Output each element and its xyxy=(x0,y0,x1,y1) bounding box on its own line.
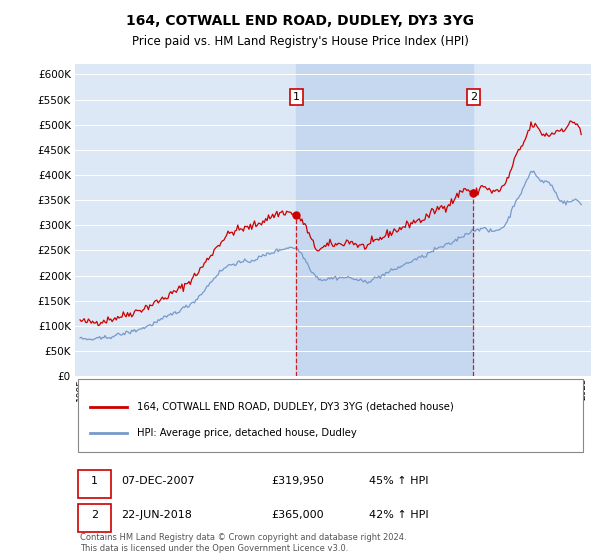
Text: £319,950: £319,950 xyxy=(271,477,324,486)
Text: 1: 1 xyxy=(91,477,98,486)
Text: 42% ↑ HPI: 42% ↑ HPI xyxy=(369,510,429,520)
FancyBboxPatch shape xyxy=(77,503,111,532)
Text: 164, COTWALL END ROAD, DUDLEY, DY3 3YG: 164, COTWALL END ROAD, DUDLEY, DY3 3YG xyxy=(126,14,474,28)
Text: 164, COTWALL END ROAD, DUDLEY, DY3 3YG (detached house): 164, COTWALL END ROAD, DUDLEY, DY3 3YG (… xyxy=(137,402,454,412)
Text: 2: 2 xyxy=(91,510,98,520)
FancyBboxPatch shape xyxy=(77,470,111,498)
Text: 07-DEC-2007: 07-DEC-2007 xyxy=(121,477,195,486)
Text: 2: 2 xyxy=(470,92,477,102)
FancyBboxPatch shape xyxy=(77,379,583,452)
Text: HPI: Average price, detached house, Dudley: HPI: Average price, detached house, Dudl… xyxy=(137,428,356,438)
Text: 45% ↑ HPI: 45% ↑ HPI xyxy=(369,477,428,486)
Text: £365,000: £365,000 xyxy=(271,510,324,520)
Text: Contains HM Land Registry data © Crown copyright and database right 2024.
This d: Contains HM Land Registry data © Crown c… xyxy=(80,533,407,553)
Text: Price paid vs. HM Land Registry's House Price Index (HPI): Price paid vs. HM Land Registry's House … xyxy=(131,35,469,48)
Text: 22-JUN-2018: 22-JUN-2018 xyxy=(121,510,193,520)
Text: 1: 1 xyxy=(293,92,300,102)
Bar xyxy=(296,64,473,376)
